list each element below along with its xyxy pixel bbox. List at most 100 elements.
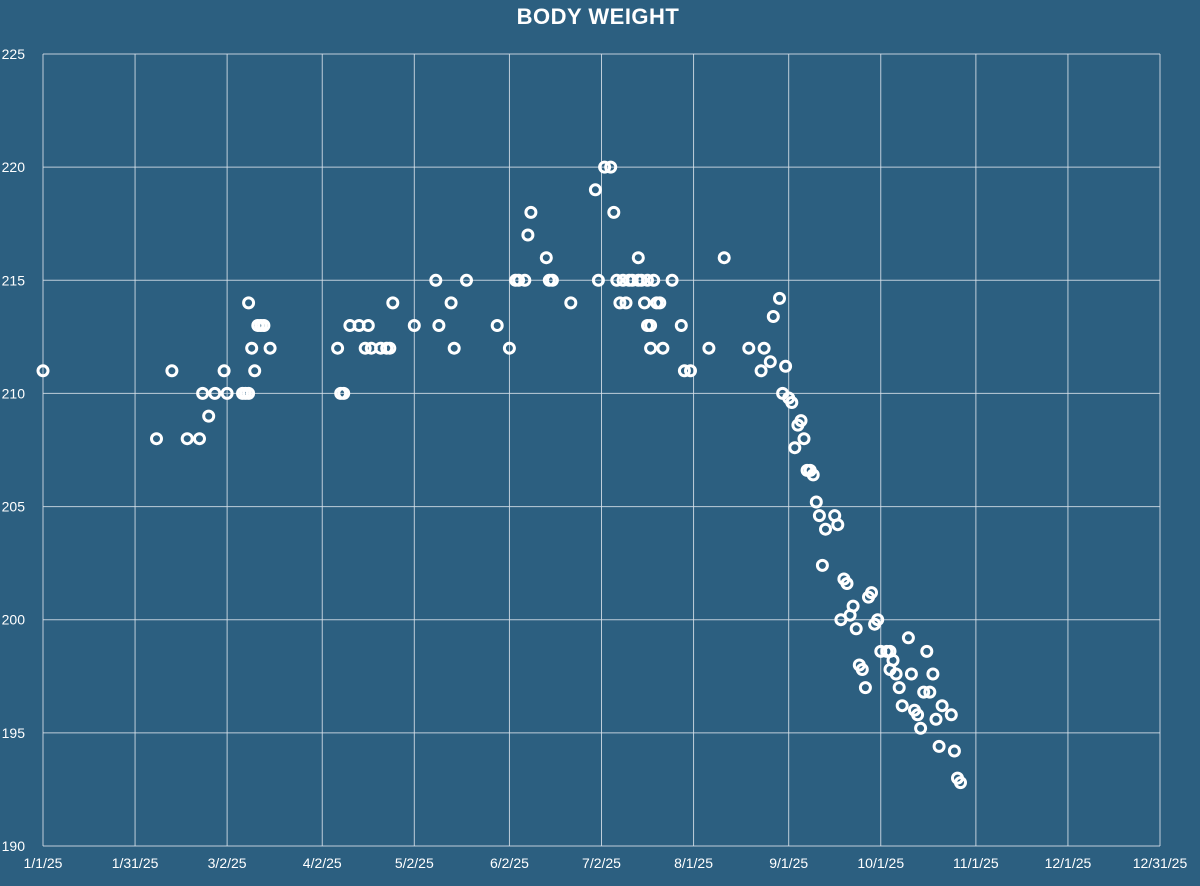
data-point (889, 667, 903, 681)
data-point (647, 273, 661, 287)
x-tick-label: 3/2/25 (208, 855, 247, 871)
data-point (773, 291, 786, 305)
data-point (444, 296, 458, 310)
data-point (911, 708, 925, 722)
data-point (895, 699, 909, 713)
data-point (812, 509, 826, 523)
data-point (846, 599, 860, 613)
data-point (180, 432, 194, 446)
y-tick-label: 215 (2, 272, 26, 288)
data-point (631, 251, 645, 265)
data-point (524, 205, 538, 219)
data-point (193, 432, 206, 446)
data-point (202, 409, 216, 423)
data-point (150, 432, 163, 446)
data-point (245, 341, 259, 355)
data-point (766, 310, 780, 323)
data-point (591, 273, 605, 287)
chart-title: BODY WEIGHT (517, 4, 680, 29)
x-axis-ticks: 1/1/25 1/31/25 3/2/25 4/2/25 5/2/25 6/2/25 7/2… (24, 855, 1188, 871)
data-point (702, 341, 716, 355)
data-point (619, 296, 633, 310)
data-point (331, 341, 345, 355)
data-point (917, 685, 931, 699)
data-point (638, 296, 651, 310)
data-point (763, 355, 777, 369)
data-point (447, 341, 461, 355)
data-point (904, 667, 918, 681)
data-point (407, 319, 421, 332)
data-point (674, 319, 688, 332)
data-point (386, 296, 400, 310)
y-tick-label: 225 (2, 46, 26, 62)
data-point (220, 386, 234, 400)
data-point (677, 364, 691, 378)
x-tick-label: 11/1/25 (953, 855, 999, 871)
data-point (521, 228, 535, 242)
data-point (564, 296, 578, 310)
data-point (840, 577, 854, 590)
data-point (641, 273, 654, 287)
data-point (613, 296, 627, 310)
data-point (815, 558, 829, 572)
x-tick-label: 5/2/25 (395, 855, 434, 871)
data-point (865, 586, 878, 600)
data-point (36, 364, 50, 378)
data-point (797, 432, 811, 446)
data-point (257, 319, 271, 332)
data-point (855, 663, 869, 676)
data-point (947, 744, 961, 758)
data-point (684, 364, 697, 378)
data-point (242, 386, 256, 400)
data-point (598, 160, 612, 174)
data-point (754, 364, 768, 378)
data-point (545, 273, 559, 287)
data-point (502, 341, 516, 355)
data-point (610, 273, 624, 287)
data-point (429, 273, 443, 287)
data-point (742, 341, 756, 355)
data-point (644, 319, 658, 332)
data-point (932, 739, 946, 753)
x-tick-label: 8/1/25 (674, 855, 713, 871)
y-tick-label: 210 (2, 385, 26, 401)
data-point (337, 386, 351, 400)
data-point (512, 273, 526, 287)
x-tick-label: 7/2/25 (582, 855, 621, 871)
data-point (217, 364, 231, 378)
data-point (923, 685, 937, 699)
data-point (208, 386, 222, 400)
data-point (785, 396, 799, 409)
y-tick-label: 195 (2, 725, 26, 741)
x-tick-label: 6/2/25 (490, 855, 529, 871)
x-tick-label: 12/1/25 (1045, 855, 1092, 871)
data-point (858, 681, 872, 695)
data-point (886, 653, 900, 667)
data-point (383, 341, 397, 355)
data-point (757, 341, 771, 355)
x-tick-label: 1/31/25 (112, 855, 159, 871)
data-point (788, 441, 802, 455)
data-point (809, 495, 823, 509)
data-point (604, 160, 618, 174)
data-point (665, 273, 679, 287)
data-point (944, 708, 958, 722)
grid-layer (42, 53, 1161, 847)
data-point (954, 776, 967, 790)
data-point (196, 386, 210, 400)
y-tick-label: 190 (2, 838, 26, 854)
data-point (901, 631, 915, 645)
data-point (165, 364, 179, 378)
data-point (794, 414, 808, 428)
data-point (935, 699, 949, 713)
data-point (929, 712, 943, 726)
data-point (358, 341, 372, 355)
data-point (634, 273, 648, 287)
data-point (656, 341, 670, 355)
x-tick-label: 9/1/25 (769, 855, 808, 871)
data-points (36, 160, 967, 790)
y-tick-label: 200 (2, 612, 26, 628)
data-point (920, 644, 934, 658)
